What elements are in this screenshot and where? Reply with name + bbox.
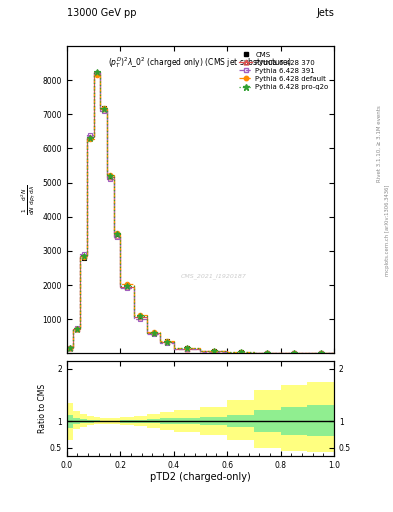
Text: 13000 GeV pp: 13000 GeV pp <box>67 8 136 18</box>
Text: $(p_T^D)^2\lambda\_0^2$ (charged only) (CMS jet substructure): $(p_T^D)^2\lambda\_0^2$ (charged only) (… <box>108 55 292 70</box>
Text: Jets: Jets <box>316 8 334 18</box>
Legend: CMS, Pythia 6.428 370, Pythia 6.428 391, Pythia 6.428 default, Pythia 6.428 pro-: CMS, Pythia 6.428 370, Pythia 6.428 391,… <box>237 50 331 92</box>
Text: mcplots.cern.ch [arXiv:1306.3436]: mcplots.cern.ch [arXiv:1306.3436] <box>385 185 389 276</box>
Text: Rivet 3.1.10, ≥ 3.1M events: Rivet 3.1.10, ≥ 3.1M events <box>377 105 382 182</box>
Y-axis label: Ratio to CMS: Ratio to CMS <box>38 384 47 433</box>
Y-axis label: $\frac{1}{\mathrm{d}N}\,\frac{\mathrm{d}^2N}{\mathrm{d}p_T\,\mathrm{d}\lambda}$: $\frac{1}{\mathrm{d}N}\,\frac{\mathrm{d}… <box>20 184 38 215</box>
X-axis label: pTD2 (charged-only): pTD2 (charged-only) <box>150 472 251 482</box>
Text: CMS_2021_I1920187: CMS_2021_I1920187 <box>181 273 247 280</box>
